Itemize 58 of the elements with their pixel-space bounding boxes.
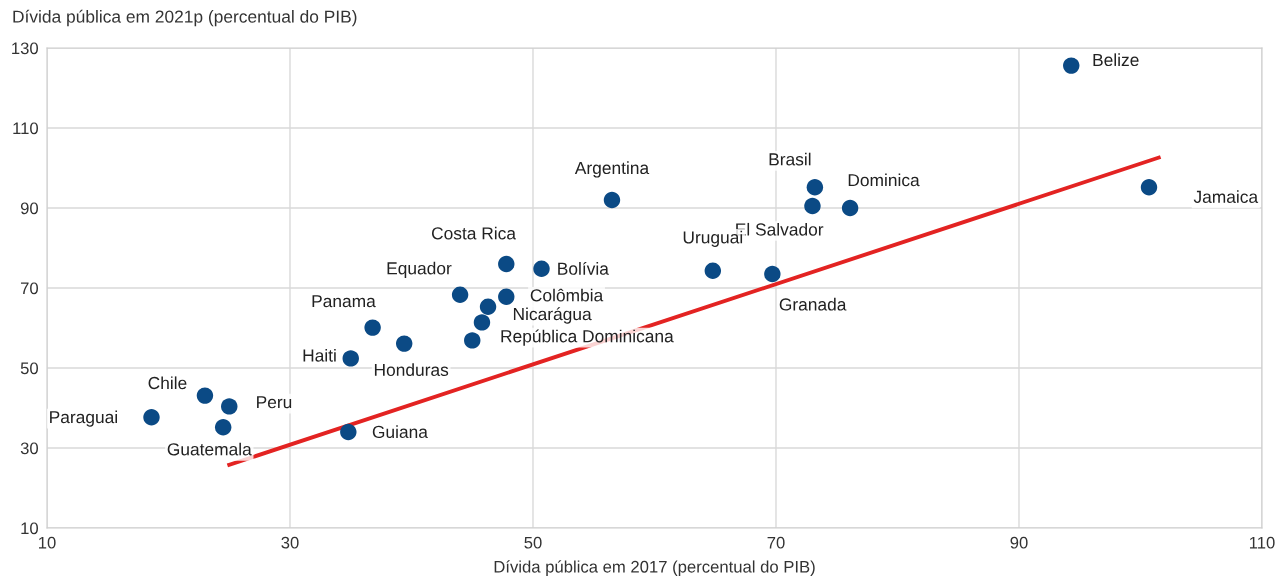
point bbox=[464, 332, 481, 349]
x-axis-title: Dívida pública em 2017 (percentual do PIB) bbox=[494, 560, 815, 576]
annotation: Equador bbox=[387, 261, 452, 278]
point bbox=[221, 398, 238, 415]
y-axis-title: Dívida pública em 2021p (percentual do PIB) bbox=[13, 9, 357, 27]
point bbox=[340, 423, 357, 441]
annotation: Jamaica bbox=[1193, 190, 1259, 203]
annotation: Brasil bbox=[769, 152, 811, 166]
x-tick-label: 70 bbox=[767, 536, 785, 549]
x-tick-label: 30 bbox=[281, 536, 299, 549]
point bbox=[395, 335, 413, 352]
annotation: Argentina bbox=[574, 161, 650, 178]
x-tick-label: 10 bbox=[39, 536, 56, 549]
point bbox=[704, 262, 722, 280]
point bbox=[533, 260, 550, 278]
annotation: Haiti bbox=[303, 348, 336, 362]
point bbox=[498, 288, 515, 306]
annotation: Chile bbox=[148, 376, 187, 390]
annotation: Guatemala bbox=[167, 442, 252, 456]
y-tick-label: 50 bbox=[20, 362, 39, 375]
point bbox=[804, 197, 821, 215]
point bbox=[479, 298, 497, 316]
annotation: Granada bbox=[779, 297, 847, 311]
point bbox=[342, 350, 359, 367]
annotation: Dominica bbox=[848, 173, 920, 187]
point bbox=[143, 408, 160, 426]
point bbox=[806, 178, 824, 196]
y-tick-label: 90 bbox=[20, 202, 39, 215]
x-tick-label: 90 bbox=[1010, 536, 1028, 549]
point bbox=[764, 265, 781, 283]
point bbox=[214, 418, 232, 436]
point bbox=[1063, 57, 1080, 74]
y-tick-label: 110 bbox=[13, 122, 39, 135]
y-tick-label: 30 bbox=[20, 442, 39, 455]
annotation: Nicarágua bbox=[513, 307, 592, 324]
annotation: Guiana bbox=[372, 425, 428, 439]
point bbox=[364, 319, 381, 336]
y-tick-label: 130 bbox=[12, 42, 39, 55]
annotation: Honduras bbox=[374, 363, 449, 377]
x-tick-label: 110 bbox=[1249, 536, 1275, 549]
y-tick-label: 10 bbox=[21, 522, 39, 535]
point bbox=[841, 199, 859, 217]
point bbox=[451, 286, 469, 304]
point bbox=[196, 387, 214, 404]
annotation: Peru bbox=[257, 396, 292, 409]
point bbox=[473, 314, 491, 331]
annotation: Colômbia bbox=[530, 288, 604, 302]
point bbox=[498, 255, 515, 273]
point bbox=[1140, 178, 1158, 196]
x-tick-label: 50 bbox=[524, 536, 542, 549]
y-tick-label: 70 bbox=[20, 282, 39, 295]
annotation: Paraguai bbox=[50, 410, 117, 427]
annotation: República Dominicana bbox=[501, 329, 674, 346]
point bbox=[603, 191, 621, 209]
annotation: Costa Rica bbox=[431, 226, 516, 240]
annotation: Panama bbox=[312, 295, 376, 308]
annotation: Bolívia bbox=[558, 261, 609, 275]
annotation: Belize bbox=[1093, 53, 1139, 67]
